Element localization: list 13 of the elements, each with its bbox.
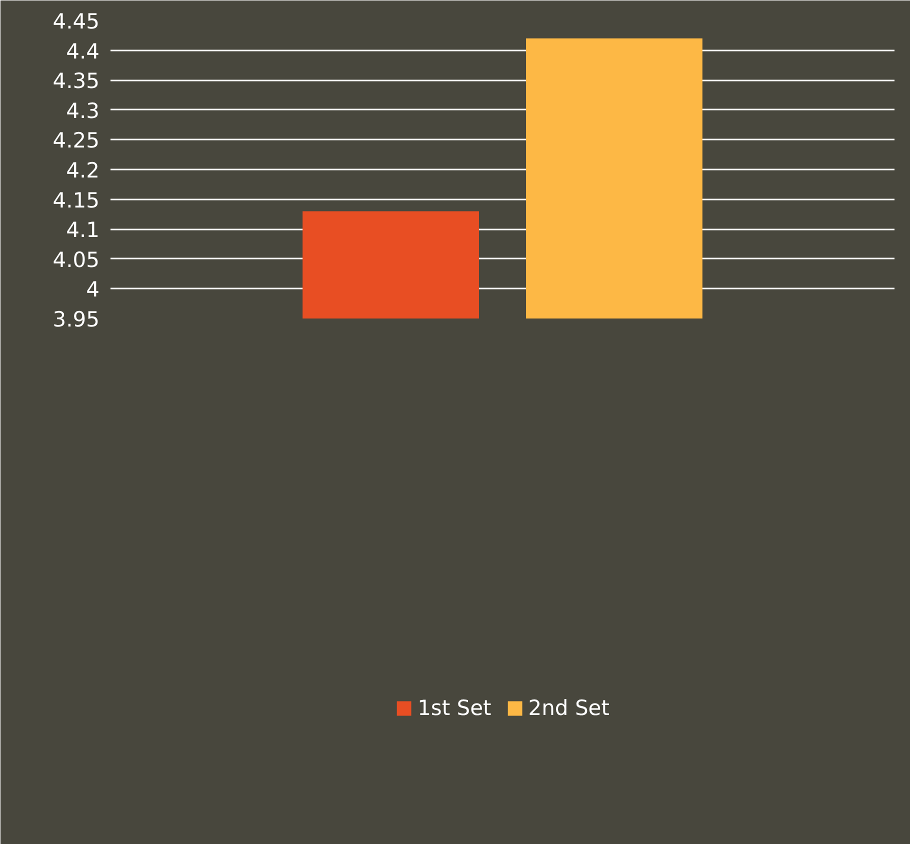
legend-label: 2nd Set: [528, 696, 610, 720]
y-tick-label: 3.95: [52, 308, 100, 332]
y-tick-label: 4.15: [52, 188, 100, 212]
y-tick-label: 4.3: [66, 98, 100, 123]
y-tick-label: 4.1: [66, 218, 100, 242]
y-tick-label: 4.2: [66, 158, 100, 182]
y-tick-label: 4.25: [52, 128, 100, 153]
y-tick-label: 4.45: [52, 10, 100, 34]
y-tick-label: 4: [86, 278, 100, 302]
y-tick-label: 4.35: [52, 69, 100, 94]
legend-label: 1st Set: [418, 696, 492, 720]
y-tick-label: 4.4: [66, 39, 100, 64]
y-tick-label: 4.05: [52, 248, 100, 272]
